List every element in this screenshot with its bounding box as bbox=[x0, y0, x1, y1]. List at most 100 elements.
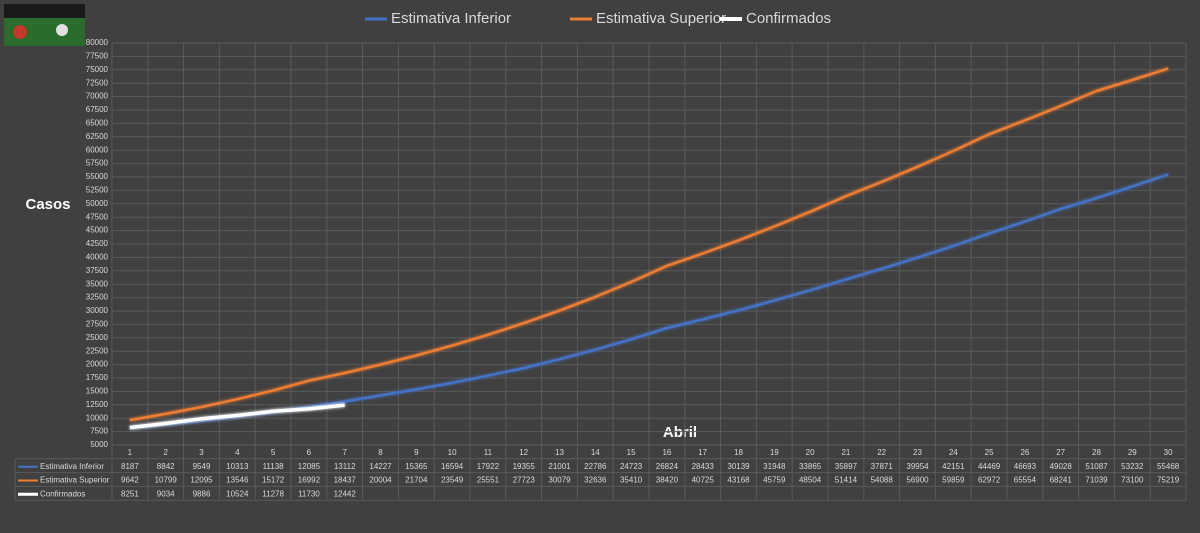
table-cell: 11138 bbox=[263, 462, 285, 471]
table-cell: 21704 bbox=[405, 476, 428, 485]
table-cell: 8251 bbox=[121, 489, 139, 498]
x-tick-label: 2 bbox=[163, 448, 168, 457]
table-cell: 35897 bbox=[835, 462, 858, 471]
x-tick-label: 22 bbox=[877, 448, 886, 457]
y-tick-label: 75000 bbox=[86, 65, 109, 74]
table-row-label: Estimativa Superior bbox=[40, 476, 110, 485]
y-tick-label: 40000 bbox=[86, 253, 109, 262]
table-cell: 44469 bbox=[978, 462, 1001, 471]
table-cell: 19355 bbox=[513, 462, 536, 471]
x-tick-label: 7 bbox=[342, 448, 347, 457]
x-tick-label: 15 bbox=[627, 448, 636, 457]
x-tick-label: 16 bbox=[662, 448, 671, 457]
y-tick-label: 60000 bbox=[86, 145, 109, 154]
table-cell: 11730 bbox=[298, 489, 320, 498]
x-tick-label: 26 bbox=[1020, 448, 1029, 457]
y-tick-label: 45000 bbox=[86, 226, 109, 235]
y-tick-label: 22500 bbox=[86, 346, 109, 355]
y-tick-label: 57500 bbox=[86, 159, 109, 168]
table-cell: 27723 bbox=[513, 476, 536, 485]
x-tick-label: 5 bbox=[271, 448, 276, 457]
y-tick-label: 52500 bbox=[86, 186, 109, 195]
x-tick-label: 30 bbox=[1164, 448, 1173, 457]
y-tick-label: 35000 bbox=[86, 279, 109, 288]
table-cell: 71039 bbox=[1085, 476, 1108, 485]
x-tick-label: 19 bbox=[770, 448, 779, 457]
x-tick-label: 13 bbox=[555, 448, 564, 457]
table-cell: 12085 bbox=[298, 462, 321, 471]
table-cell: 8187 bbox=[121, 462, 139, 471]
table-cell: 51414 bbox=[835, 476, 858, 485]
table-cell: 59859 bbox=[942, 476, 965, 485]
y-tick-label: 62500 bbox=[86, 132, 109, 141]
table-cell: 30139 bbox=[727, 462, 750, 471]
table-cell: 13546 bbox=[226, 476, 249, 485]
y-tick-label: 70000 bbox=[86, 92, 109, 101]
y-tick-label: 20000 bbox=[86, 360, 109, 369]
table-cell: 42151 bbox=[942, 462, 965, 471]
table-cell: 14227 bbox=[369, 462, 392, 471]
table-cell: 31948 bbox=[763, 462, 786, 471]
y-tick-label: 25000 bbox=[86, 333, 109, 342]
table-cell: 55468 bbox=[1157, 462, 1180, 471]
table-cell: 73100 bbox=[1121, 476, 1144, 485]
table-cell: 26824 bbox=[656, 462, 679, 471]
logo bbox=[4, 4, 85, 46]
x-tick-label: 9 bbox=[414, 448, 419, 457]
x-tick-label: 25 bbox=[985, 448, 994, 457]
table-cell: 9642 bbox=[121, 476, 139, 485]
table-cell: 54088 bbox=[871, 476, 894, 485]
table-cell: 30079 bbox=[548, 476, 571, 485]
series-line bbox=[129, 67, 1169, 422]
series-line bbox=[129, 403, 345, 430]
table-cell: 45759 bbox=[763, 476, 786, 485]
legend-label: Estimativa Inferior bbox=[391, 10, 511, 27]
table-cell: 16594 bbox=[441, 462, 464, 471]
y-tick-label: 7500 bbox=[90, 427, 108, 436]
table-cell: 33865 bbox=[799, 462, 822, 471]
table-cell: 12095 bbox=[190, 476, 213, 485]
table-cell: 35410 bbox=[620, 476, 643, 485]
y-tick-label: 67500 bbox=[86, 105, 109, 114]
table-cell: 75219 bbox=[1157, 476, 1180, 485]
table-cell: 65554 bbox=[1014, 476, 1037, 485]
x-tick-label: 24 bbox=[949, 448, 958, 457]
table-cell: 46693 bbox=[1014, 462, 1037, 471]
legend-label: Estimativa Superior bbox=[596, 10, 726, 27]
x-tick-label: 6 bbox=[307, 448, 312, 457]
table-cell: 9549 bbox=[193, 462, 211, 471]
table-row-label: Estimativa Inferior bbox=[40, 462, 104, 471]
y-tick-label: 50000 bbox=[86, 199, 109, 208]
y-tick-label: 72500 bbox=[86, 78, 109, 87]
table-cell: 10799 bbox=[155, 476, 178, 485]
table-cell: 56900 bbox=[906, 476, 929, 485]
x-tick-label: 17 bbox=[698, 448, 707, 457]
y-tick-label: 77500 bbox=[86, 52, 109, 61]
y-tick-label: 12500 bbox=[86, 400, 109, 409]
table-cell: 22786 bbox=[584, 462, 607, 471]
table-cell: 40725 bbox=[692, 476, 715, 485]
x-tick-label: 29 bbox=[1128, 448, 1137, 457]
table-cell: 53232 bbox=[1121, 462, 1144, 471]
x-tick-label: 11 bbox=[484, 448, 493, 457]
table-cell: 9034 bbox=[157, 489, 175, 498]
table-cell: 15172 bbox=[262, 476, 285, 485]
y-tick-label: 10000 bbox=[86, 413, 109, 422]
table-cell: 9886 bbox=[193, 489, 211, 498]
x-tick-label: 3 bbox=[199, 448, 204, 457]
y-tick-label: 27500 bbox=[86, 320, 109, 329]
table-cell: 15365 bbox=[405, 462, 428, 471]
x-tick-label: 12 bbox=[519, 448, 528, 457]
y-axis-label: Casos bbox=[25, 196, 70, 213]
y-tick-label: 15000 bbox=[86, 387, 109, 396]
table-cell: 25551 bbox=[477, 476, 500, 485]
table-cell: 13112 bbox=[334, 462, 356, 471]
y-tick-label: 65000 bbox=[86, 119, 109, 128]
y-tick-label: 55000 bbox=[86, 172, 109, 181]
y-tick-label: 32500 bbox=[86, 293, 109, 302]
x-tick-label: 23 bbox=[913, 448, 922, 457]
table-row-label: Confirmados bbox=[40, 489, 85, 498]
x-tick-label: 8 bbox=[378, 448, 383, 457]
x-axis-label: Abril bbox=[663, 424, 697, 441]
